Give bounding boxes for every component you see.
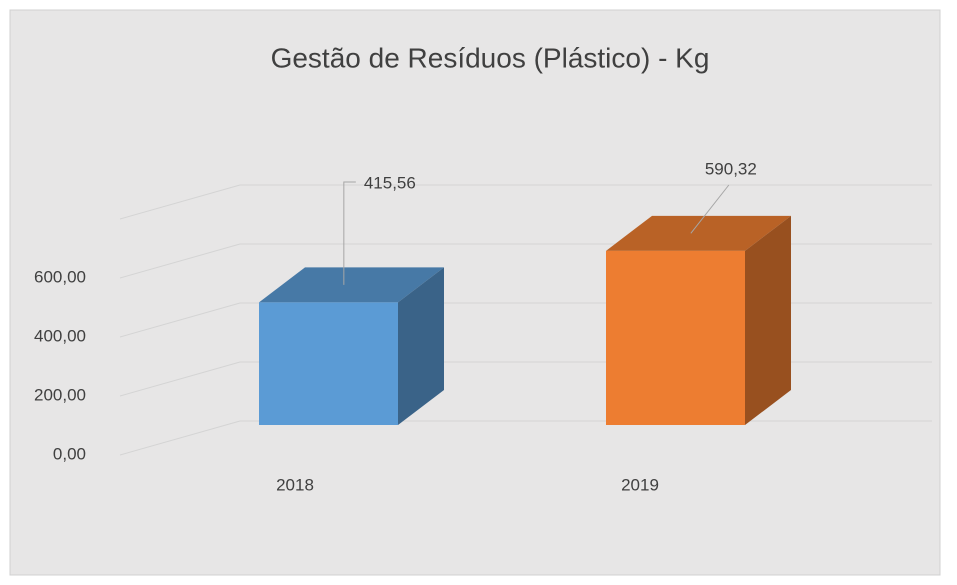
x-tick-label: 2019 [621, 475, 659, 494]
leader-line [690, 184, 730, 234]
x-tick-label: 2018 [276, 475, 314, 494]
bar [259, 302, 398, 425]
y-tick-label: 400,00 [34, 326, 86, 345]
bar-top [259, 267, 444, 303]
grid-line [119, 243, 241, 279]
leader-line [343, 181, 356, 285]
data-label: 415,56 [364, 173, 416, 192]
y-tick-label: 0,00 [53, 444, 86, 463]
grid-line [119, 302, 241, 338]
y-tick-label: 600,00 [34, 267, 86, 286]
bar-side [398, 267, 444, 425]
chart-area [9, 9, 941, 576]
bar-top [606, 215, 791, 251]
grid-line [119, 184, 241, 220]
bar [606, 250, 745, 425]
y-tick-label: 200,00 [34, 385, 86, 404]
grid-line [119, 361, 241, 397]
data-label: 590,32 [705, 159, 757, 178]
grid-line [119, 420, 241, 456]
bar-side [745, 215, 791, 425]
chart-title: Gestão de Resíduos (Plástico) - Kg [271, 42, 710, 73]
